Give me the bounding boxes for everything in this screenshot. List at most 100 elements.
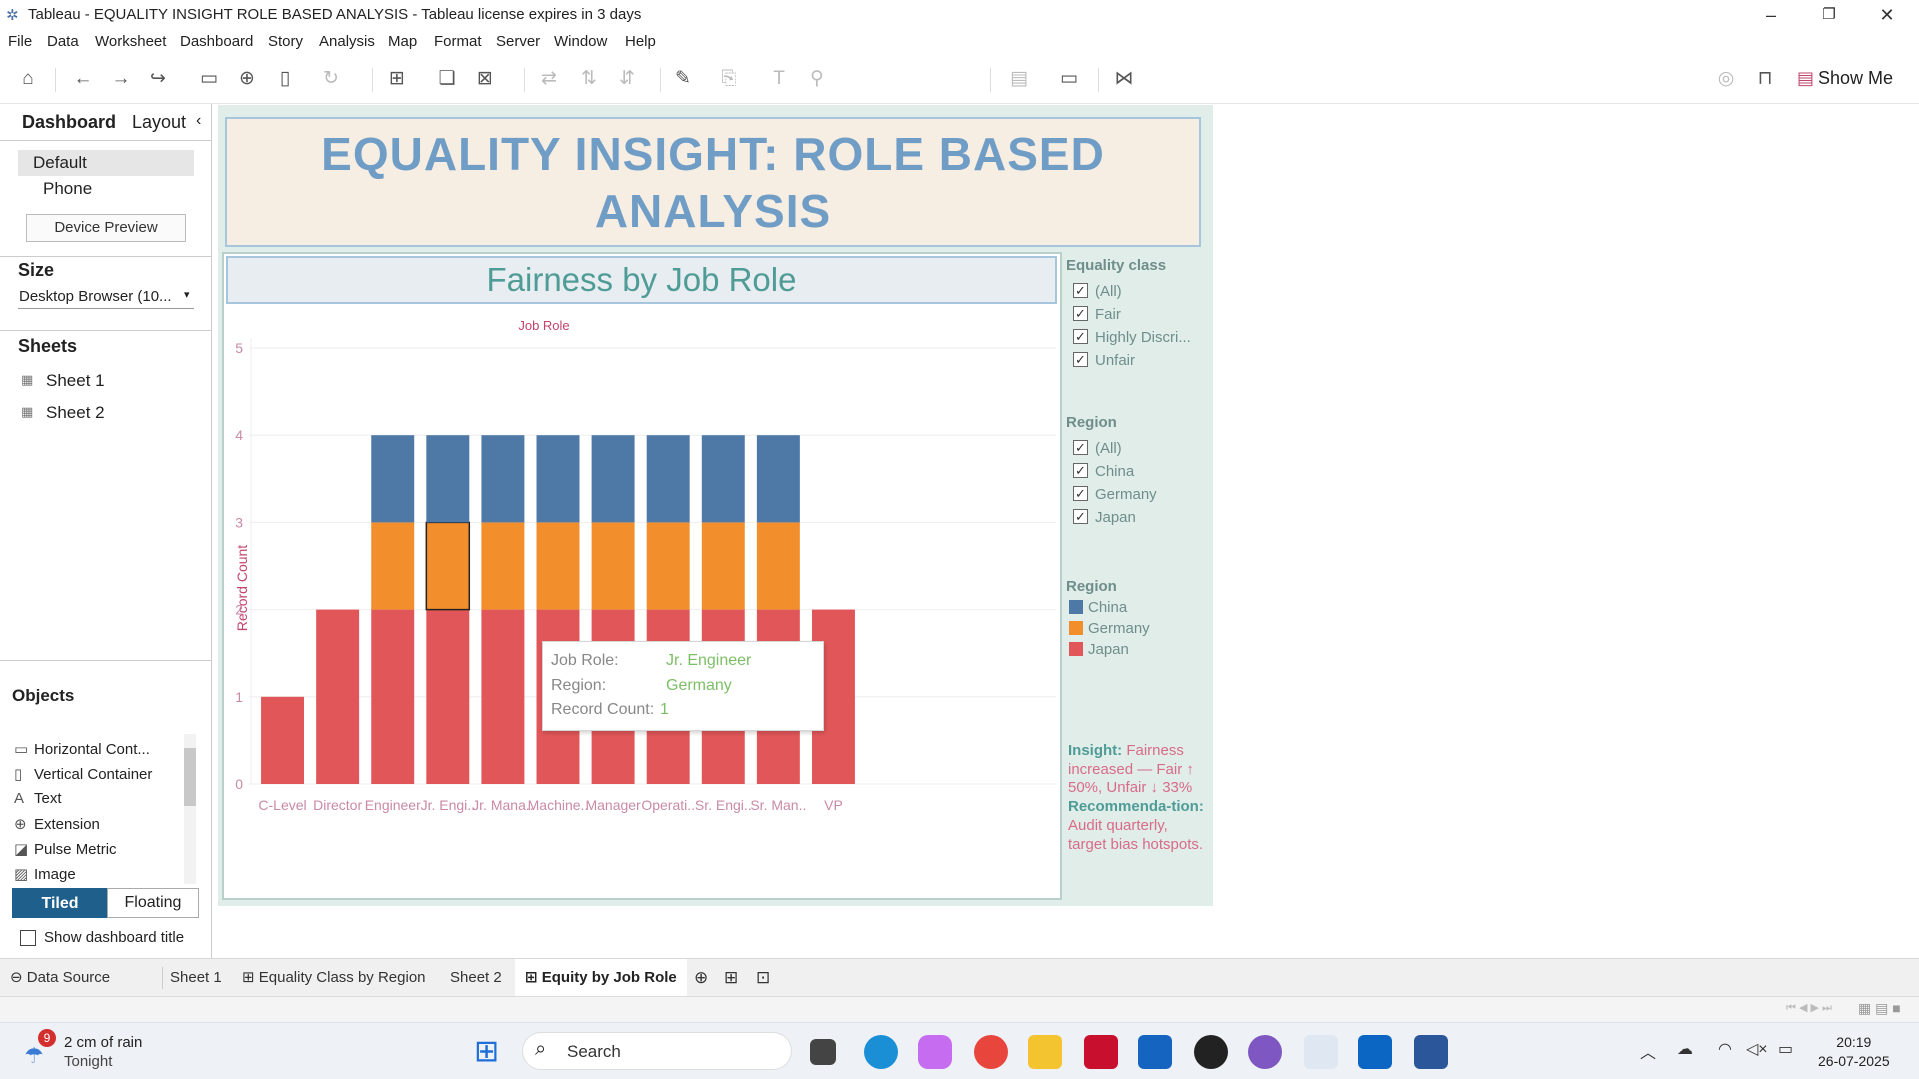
wifi-icon[interactable]: ◠ [1718,1041,1732,1058]
bar-chart[interactable]: Job Role Record Count 0 1 2 3 4 5 C-Level Directo… [226,306,1058,898]
refresh-icon[interactable]: ↻ [323,68,339,89]
region-all-checkbox[interactable]: ✓ [1073,440,1088,455]
weather-widget[interactable]: 2 cm of rain Tonight [64,1034,143,1070]
menu-worksheet[interactable]: Worksheet [95,33,167,50]
chart-title[interactable]: Fairness by Job Role [226,256,1057,304]
tab-sheet-2[interactable]: Sheet 2 [450,969,502,986]
replay-icon[interactable]: ↪ [150,68,166,89]
device-preview-button[interactable]: Device Preview [26,214,186,242]
menu-help[interactable]: Help [625,33,656,50]
equality-highly-checkbox[interactable]: ✓ [1073,329,1088,344]
sheet-item-1[interactable]: Sheet 1 [46,371,105,390]
floating-toggle[interactable]: Floating [107,888,199,918]
object-image[interactable]: ▨ Image [14,866,76,883]
tiled-toggle[interactable]: Tiled [12,888,108,918]
tab-dashboard[interactable]: Dashboard [22,112,117,132]
menu-map[interactable]: Map [388,33,418,50]
legend-label-china[interactable]: China [1088,599,1128,616]
volume-muted-icon[interactable]: ◁× [1746,1041,1768,1058]
legend-swatch-china[interactable] [1069,600,1083,614]
undo-icon[interactable]: ← [73,68,93,89]
label-icon[interactable]: T [773,68,785,89]
format-painter-icon[interactable]: ⊓ [1757,68,1773,89]
pause-updates-icon[interactable]: ▯ [279,68,291,89]
onedrive-icon[interactable]: ☁ [1677,1041,1693,1058]
redo-icon[interactable]: → [111,68,131,89]
region-china-checkbox[interactable]: ✓ [1073,463,1088,478]
word-icon[interactable] [1414,1035,1448,1069]
home-icon[interactable]: ⌂ [22,68,34,89]
new-story-tab-icon[interactable]: ⊡ [756,968,771,987]
objects-scrollbar[interactable] [184,734,196,884]
chevron-down-icon[interactable]: ▾ [184,289,190,301]
mcafee-icon[interactable] [1084,1035,1118,1069]
equality-fair-checkbox[interactable]: ✓ [1073,306,1088,321]
save-icon[interactable]: ▭ [200,68,218,89]
tableau-taskbar-icon[interactable] [1304,1035,1338,1069]
copilot-icon[interactable] [918,1035,952,1069]
dashboard-title[interactable]: EQUALITY INSIGHT: ROLE BASED ANALYSIS [225,117,1201,247]
device-default[interactable]: Default [33,153,87,172]
region-germany-label[interactable]: Germany [1095,486,1157,503]
region-germany-checkbox[interactable]: ✓ [1073,486,1088,501]
legend-label-japan[interactable]: Japan [1088,641,1129,658]
region-japan-label[interactable]: Japan [1095,509,1136,526]
highlight-icon[interactable]: ✎ [675,68,691,89]
taskbar-search[interactable]: ⌕ Search [522,1032,792,1070]
menu-dashboard[interactable]: Dashboard [180,33,254,50]
minimize-button[interactable]: – [1765,5,1776,25]
file-explorer-icon[interactable] [1028,1035,1062,1069]
menu-window[interactable]: Window [554,33,608,50]
tab-data-source[interactable]: ⊖ Data Source [10,969,111,986]
group-icon[interactable]: ⎘ [721,68,737,89]
weather-umbrella-icon[interactable]: ☂ [24,1043,44,1068]
pin-icon[interactable]: ⚲ [810,68,824,89]
show-title-checkbox[interactable] [20,930,36,946]
tab-layout[interactable]: Layout [132,112,187,132]
region-japan-checkbox[interactable]: ✓ [1073,509,1088,524]
linkedin-icon[interactable] [1358,1035,1392,1069]
tab-sheet-1[interactable]: Sheet 1 [170,969,222,986]
legend-label-germany[interactable]: Germany [1088,620,1150,637]
menu-file[interactable]: File [8,33,33,50]
windows-start-icon[interactable]: ⊞ [474,1035,500,1068]
tab-equality-class-by-region[interactable]: ⊞ Equality Class by Region [242,969,426,986]
menu-story[interactable]: Story [268,33,304,50]
insight-textbox[interactable]: Insight: Fairness increased — Fair ↑ 50%… [1068,742,1208,854]
legend-swatch-japan[interactable] [1069,642,1083,656]
edge-browser-icon[interactable] [864,1035,898,1069]
device-phone[interactable]: Phone [43,179,93,198]
equality-all-label[interactable]: (All) [1095,283,1122,300]
microsoft-store-icon[interactable] [1138,1035,1172,1069]
app-icon[interactable] [1248,1035,1282,1069]
menu-analysis[interactable]: Analysis [319,33,375,50]
menu-data[interactable]: Data [47,33,79,50]
tray-overflow-icon[interactable]: ︿ [1640,1045,1657,1062]
region-all-label[interactable]: (All) [1095,440,1122,457]
chrome-icon[interactable] [974,1035,1008,1069]
sort-desc-icon[interactable]: ⇵ [619,68,635,89]
close-button[interactable]: ✕ [1879,5,1895,25]
task-view-icon[interactable] [810,1039,836,1065]
object-pulse-metric[interactable]: ◪ Pulse Metric [14,841,117,858]
new-worksheet-icon[interactable]: ⊞ [389,68,405,89]
collapse-sidebar-icon[interactable]: ‹ [196,112,202,129]
presentation-mode-icon[interactable]: ▭ [1060,68,1078,89]
equality-all-checkbox[interactable]: ✓ [1073,283,1088,298]
object-vertical-container[interactable]: ▯ Vertical Container [14,766,153,783]
filmstrip-view-icon[interactable]: ▦ ▤ ■ [1858,1000,1901,1016]
system-clock[interactable]: 20:19 26-07-2025 [1818,1034,1890,1069]
duplicate-icon[interactable]: ❏ [438,68,456,89]
battery-icon[interactable]: ▭ [1778,1041,1794,1058]
object-extension[interactable]: ⊕ Extension [14,816,100,833]
restore-button[interactable]: ❐ [1822,6,1836,23]
menu-server[interactable]: Server [496,33,541,50]
legend-swatch-germany[interactable] [1069,621,1083,635]
show-cards-icon[interactable]: ▤ [1010,68,1028,89]
object-text[interactable]: A Text [14,790,62,807]
new-dashboard-tab-icon[interactable]: ⊞ [724,968,739,987]
share-icon[interactable]: ⋈ [1114,68,1134,89]
equality-unfair-label[interactable]: Unfair [1095,352,1136,369]
equality-fair-label[interactable]: Fair [1095,306,1121,323]
menu-format[interactable]: Format [434,33,482,50]
